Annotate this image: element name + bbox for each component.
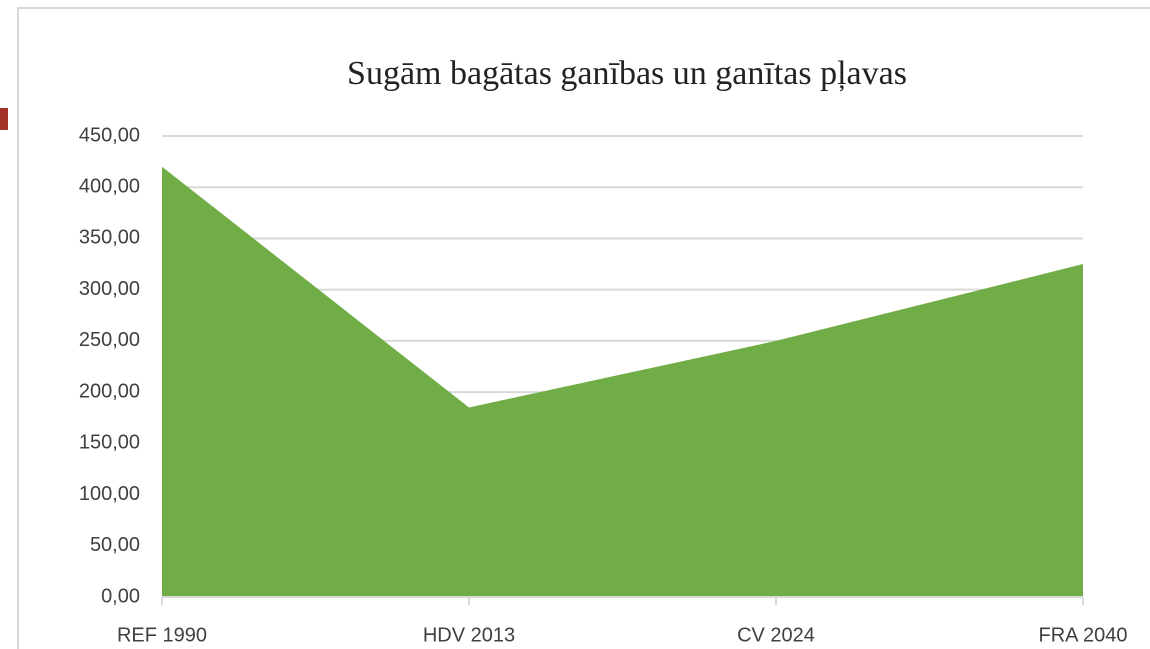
y-tick-label: 450,00	[79, 124, 140, 146]
y-tick-label: 150,00	[79, 432, 140, 454]
x-tick-label: REF 1990	[117, 624, 207, 646]
y-tick-label: 250,00	[79, 329, 140, 351]
x-tick-label: FRA 2040	[1039, 624, 1128, 646]
plot	[162, 166, 1083, 597]
y-tick-label: 350,00	[79, 227, 140, 249]
y-tick-label: 200,00	[79, 380, 140, 402]
y-tick-label: 300,00	[79, 278, 140, 300]
decoration	[0, 108, 8, 130]
chart-title: Sugām bagātas ganības un ganītas pļavas	[347, 55, 907, 92]
y-tick-label: 0,00	[101, 585, 140, 607]
x-tick-label: CV 2024	[737, 624, 815, 646]
y-tick-label: 100,00	[79, 483, 140, 505]
area	[162, 166, 1083, 597]
x-tick-label: HDV 2013	[423, 624, 515, 646]
y-tick-label: 400,00	[79, 176, 140, 198]
y-tick-label: 50,00	[90, 534, 140, 556]
